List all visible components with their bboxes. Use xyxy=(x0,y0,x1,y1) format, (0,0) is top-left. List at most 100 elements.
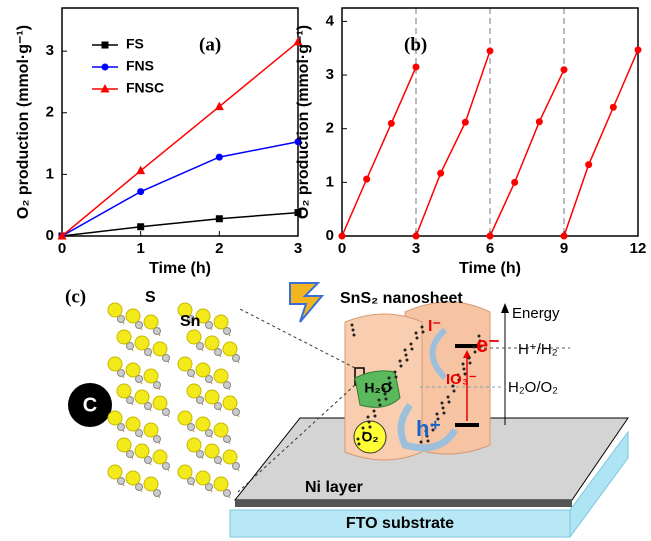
dot xyxy=(373,410,376,413)
plot-frame xyxy=(62,8,298,236)
s-atom xyxy=(178,465,192,479)
s-atom xyxy=(144,477,158,491)
x-axis-label: Time (h) xyxy=(459,260,521,277)
dot xyxy=(399,360,402,363)
marker xyxy=(585,161,592,168)
marker xyxy=(635,46,642,53)
dot xyxy=(453,390,456,393)
s-atom xyxy=(196,471,210,485)
s-atom xyxy=(135,390,149,404)
dot xyxy=(411,348,414,351)
atom-label: S xyxy=(145,289,156,306)
figure: (c) S Sn C SnS₂ nanosheet Energy I⁻ e⁻ H… xyxy=(0,0,651,541)
x-tick-label: 3 xyxy=(294,240,302,257)
dot xyxy=(400,365,403,368)
energy-arrow xyxy=(501,303,509,313)
dot xyxy=(353,334,356,337)
s-atom xyxy=(153,396,167,410)
s-atom xyxy=(108,303,122,317)
s-atom xyxy=(117,438,131,452)
y-tick-label: 0 xyxy=(46,227,54,244)
s-atom xyxy=(126,417,140,431)
marker xyxy=(610,104,617,111)
marker xyxy=(363,176,370,183)
dot xyxy=(422,331,425,334)
dot xyxy=(420,441,423,444)
s-atom xyxy=(223,342,237,356)
s-atom xyxy=(187,384,201,398)
layer-label: FTO substrate xyxy=(346,515,454,532)
s-atom xyxy=(117,330,131,344)
s-atom xyxy=(144,423,158,437)
y-axis-label: O₂ production (mmol·g⁻¹) xyxy=(295,25,312,219)
panel-label: (c) xyxy=(65,286,86,307)
s-atom xyxy=(126,309,140,323)
dot xyxy=(367,416,370,419)
dot xyxy=(442,407,445,410)
dot xyxy=(394,371,397,374)
s-atom xyxy=(223,396,237,410)
y-tick-label: 1 xyxy=(46,165,54,182)
y-tick-label: 4 xyxy=(326,12,335,29)
marker xyxy=(216,154,223,161)
legend-label: FS xyxy=(126,36,144,52)
dot xyxy=(441,402,444,405)
series-line xyxy=(62,142,298,236)
level-label: H₂O/O₂ xyxy=(508,379,558,396)
legend-label: FNSC xyxy=(126,80,164,96)
x-tick-label: 3 xyxy=(412,240,420,257)
marker xyxy=(437,170,444,177)
s-atom xyxy=(214,315,228,329)
x-tick-label: 1 xyxy=(136,240,144,257)
s-atom xyxy=(153,342,167,356)
y-tick-label: 2 xyxy=(326,120,334,137)
species-label: I⁻ xyxy=(428,318,441,335)
x-tick-label: 0 xyxy=(58,240,66,257)
dot xyxy=(421,326,424,329)
x-tick-label: 2 xyxy=(215,240,223,257)
x-axis-label: Time (h) xyxy=(149,260,211,277)
series-line xyxy=(62,42,298,236)
marker xyxy=(462,119,469,126)
s-atom xyxy=(126,363,140,377)
x-tick-label: 12 xyxy=(630,240,647,257)
s-atom xyxy=(187,330,201,344)
dot xyxy=(395,376,398,379)
y-tick-label: 3 xyxy=(46,42,54,59)
s-atom xyxy=(196,363,210,377)
y-tick-label: 3 xyxy=(326,66,334,83)
dot xyxy=(378,399,381,402)
dot xyxy=(416,337,419,340)
s-atom xyxy=(144,315,158,329)
marker xyxy=(137,188,144,195)
energy-label: Energy xyxy=(512,305,560,322)
s-atom xyxy=(214,423,228,437)
dot xyxy=(368,421,371,424)
s-atom xyxy=(108,357,122,371)
x-tick-label: 9 xyxy=(560,240,568,257)
marker xyxy=(102,42,109,49)
level-label: H⁺/H₂ xyxy=(518,341,558,358)
y-tick-label: 2 xyxy=(46,104,54,121)
s-atom xyxy=(214,369,228,383)
marker xyxy=(413,233,420,240)
dot xyxy=(352,329,355,332)
marker xyxy=(487,47,494,54)
marker xyxy=(339,233,346,240)
dot xyxy=(448,401,451,404)
vb-edge xyxy=(455,423,479,427)
s-atom xyxy=(135,444,149,458)
crystal xyxy=(108,303,240,498)
dot xyxy=(357,438,360,441)
zoom-line xyxy=(238,308,355,368)
marker xyxy=(137,223,144,230)
s-atom xyxy=(178,411,192,425)
marker xyxy=(561,66,568,73)
s-atom xyxy=(223,450,237,464)
marker xyxy=(413,64,420,71)
marker xyxy=(536,118,543,125)
species-label: H₂O xyxy=(364,380,391,396)
sheet-label: SnS₂ nanosheet xyxy=(340,290,463,307)
s-atom xyxy=(108,465,122,479)
dot xyxy=(469,362,472,365)
